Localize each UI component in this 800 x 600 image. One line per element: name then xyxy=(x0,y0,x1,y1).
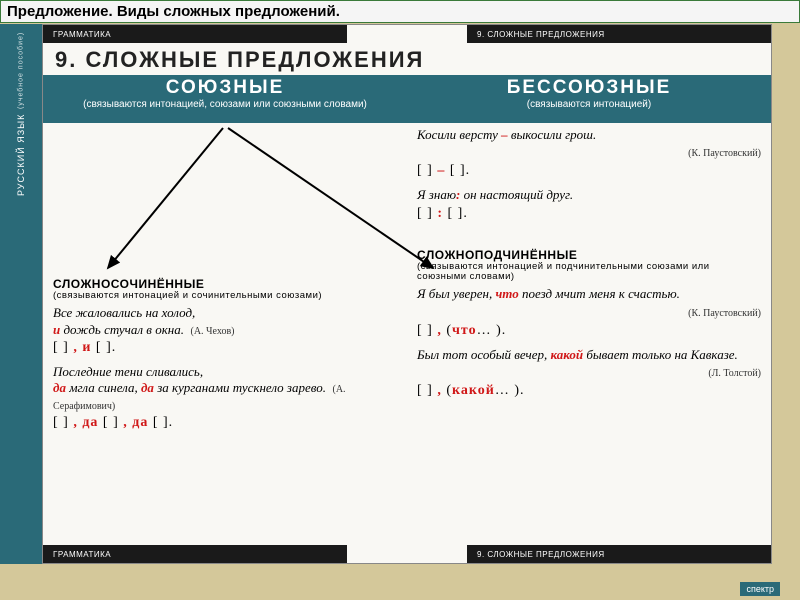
spp-ex1: Я был уверен, что поезд мчит меня к счас… xyxy=(417,286,761,302)
poster: ГРАММАТИКА 9. СЛОЖНЫЕ ПРЕДЛОЖЕНИЯ 9. СЛО… xyxy=(42,24,772,564)
bessoyuz-schema1: [ ] – [ ]. xyxy=(417,163,761,179)
ssch-title-block: СЛОЖНОСОЧИНЁННЫЕ (связываются интонацией… xyxy=(53,277,397,301)
header-band: СОЮЗНЫЕ (связываются интонацией, союзами… xyxy=(43,75,771,123)
ssch-schema1: [ ] , и [ ]. xyxy=(53,340,397,356)
heading-text: СЛОЖНЫЕ ПРЕДЛОЖЕНИЯ xyxy=(85,47,424,72)
spp-author1: (К. Паустовский) xyxy=(688,308,761,319)
spp-title: СЛОЖНОПОДЧИНЁННЫЕ xyxy=(417,248,577,262)
tab-right: 9. СЛОЖНЫЕ ПРЕДЛОЖЕНИЯ xyxy=(467,25,771,43)
bottom-tab-right: 9. СЛОЖНЫЕ ПРЕДЛОЖЕНИЯ xyxy=(467,545,771,563)
bessoyuz-ex2: Я знаю: он настоящий друг. xyxy=(417,187,761,203)
ssch-ex1: Все жаловались на холод, и дождь стучал … xyxy=(53,305,397,338)
spp-ex2: Был тот особый вечер, какой бывает тольк… xyxy=(417,347,761,363)
ssch-author1: (А. Чехов) xyxy=(190,326,234,337)
bessoyuz-ex1: Косили версту – выкосили грош. xyxy=(417,127,761,143)
ssch-schema2: [ ] , да [ ] , да [ ]. xyxy=(53,415,397,431)
header-left: СОЮЗНЫЕ (связываются интонацией, союзами… xyxy=(43,75,407,123)
heading-num: 9. xyxy=(55,47,77,72)
book-spine: РУССКИЙ ЯЗЫК (учебное пособие) xyxy=(0,24,42,564)
publisher-logo: спектр xyxy=(740,582,780,596)
ssch-desc: (связываются интонацией и сочинительными… xyxy=(53,291,397,301)
header-right-title: БЕССОЮЗНЫЕ xyxy=(415,77,763,99)
header-left-sub: (связываются интонацией, союзами или сою… xyxy=(51,99,399,110)
col-soyuz: СЛОЖНОСОЧИНЁННЫЕ (связываются интонацией… xyxy=(43,123,407,553)
bottom-tabs: ГРАММАТИКА 9. СЛОЖНЫЕ ПРЕДЛОЖЕНИЯ xyxy=(43,545,771,563)
tab-left: ГРАММАТИКА xyxy=(43,25,347,43)
spine-sub: (учебное пособие) xyxy=(18,32,25,109)
content-area: Косили версту – выкосили грош. (К. Пауст… xyxy=(43,123,771,553)
header-right-sub: (связываются интонацией) xyxy=(415,99,763,110)
bessoyuz-author1: (К. Паустовский) xyxy=(688,148,761,159)
spp-desc: (связываются интонацией и подчинительным… xyxy=(417,262,761,283)
ssch-ex2: Последние тени сливались, да мгла синела… xyxy=(53,364,397,413)
col-bessoyuz: Косили версту – выкосили грош. (К. Пауст… xyxy=(407,123,771,553)
spine-main: РУССКИЙ ЯЗЫК xyxy=(16,113,26,195)
main-heading: 9. СЛОЖНЫЕ ПРЕДЛОЖЕНИЯ xyxy=(43,43,771,75)
bottom-tab-left: ГРАММАТИКА xyxy=(43,545,347,563)
top-tabs: ГРАММАТИКА 9. СЛОЖНЫЕ ПРЕДЛОЖЕНИЯ xyxy=(43,25,771,43)
bessoyuz-schema2: [ ] : [ ]. xyxy=(417,206,761,222)
ssch-title: СЛОЖНОСОЧИНЁННЫЕ xyxy=(53,277,204,291)
spp-title-block: СЛОЖНОПОДЧИНЁННЫЕ (связываются интонацие… xyxy=(417,248,761,283)
spp-schema2: [ ] , (какой… ). xyxy=(417,383,761,399)
header-left-title: СОЮЗНЫЕ xyxy=(51,77,399,99)
spp-schema1: [ ] , (что… ). xyxy=(417,323,761,339)
page-title: Предложение. Виды сложных предложений. xyxy=(0,0,800,23)
header-right: БЕССОЮЗНЫЕ (связываются интонацией) xyxy=(407,75,771,123)
spp-author2: (Л. Толстой) xyxy=(708,368,761,379)
